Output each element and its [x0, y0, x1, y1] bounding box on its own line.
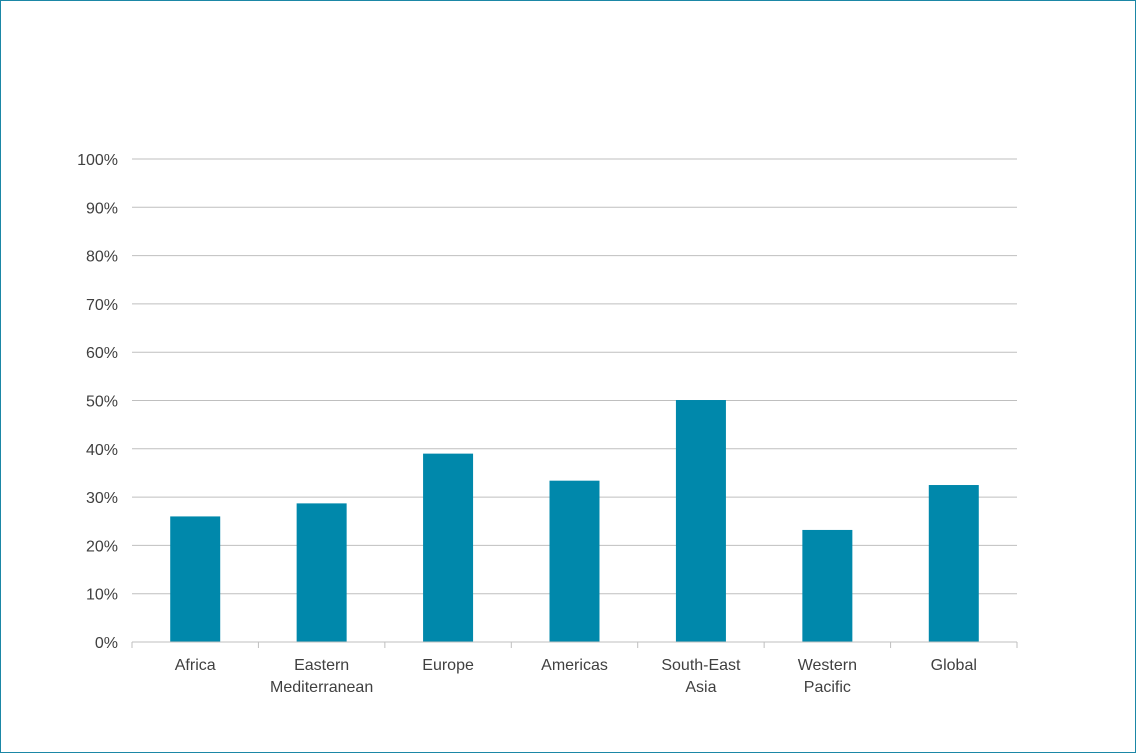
- y-tick-label: 50%: [86, 394, 118, 411]
- x-category-label-line: Eastern: [294, 657, 349, 674]
- x-category-label-line: Western: [798, 657, 857, 674]
- x-category-label: Global: [931, 657, 977, 674]
- x-category-label-line: Americas: [541, 657, 608, 674]
- x-category-label-line: Europe: [422, 657, 474, 674]
- x-category-label: Africa: [175, 657, 216, 674]
- x-category-label: Americas: [541, 657, 608, 674]
- bar: [675, 400, 726, 642]
- x-category-label: South-East Asia: [661, 657, 741, 696]
- x-category-label: Europe: [422, 657, 474, 674]
- y-tick-label: 20%: [86, 538, 118, 555]
- x-category-label-line: Pacific: [804, 679, 851, 696]
- x-axis: [131, 641, 1018, 648]
- y-tick-label: 40%: [86, 442, 118, 459]
- bar: [549, 480, 600, 642]
- y-tick-label: 80%: [86, 249, 118, 266]
- bar: [296, 503, 347, 642]
- bar: [170, 516, 221, 642]
- x-category-label-line: Mediterranean: [270, 679, 373, 696]
- y-tick-label: 60%: [86, 345, 118, 362]
- x-category-label-line: Asia: [685, 679, 716, 696]
- x-axis-category-labels: Africa Eastern Mediterranean Europe Americas…: [175, 657, 977, 696]
- gridlines: [132, 158, 1017, 595]
- x-category-label: Western Pacific: [798, 657, 857, 696]
- bars: [170, 400, 979, 642]
- bar: [928, 485, 979, 642]
- y-tick-label: 70%: [86, 297, 118, 314]
- bar: [802, 529, 853, 642]
- x-category-label-line: South-East: [661, 657, 741, 674]
- y-tick-label: 0%: [95, 635, 118, 652]
- y-axis-tick-labels: 0% 10% 20% 30% 40% 50% 60% 70% 80% 90% 100%: [77, 152, 118, 652]
- y-tick-label: 100%: [77, 152, 118, 169]
- y-tick-label: 30%: [86, 490, 118, 507]
- y-tick-label: 90%: [86, 200, 118, 217]
- y-tick-label: 10%: [86, 587, 118, 604]
- bar: [423, 453, 474, 642]
- x-category-label-line: Africa: [175, 657, 216, 674]
- x-category-label-line: Global: [931, 657, 977, 674]
- x-category-label: Eastern Mediterranean: [270, 657, 373, 696]
